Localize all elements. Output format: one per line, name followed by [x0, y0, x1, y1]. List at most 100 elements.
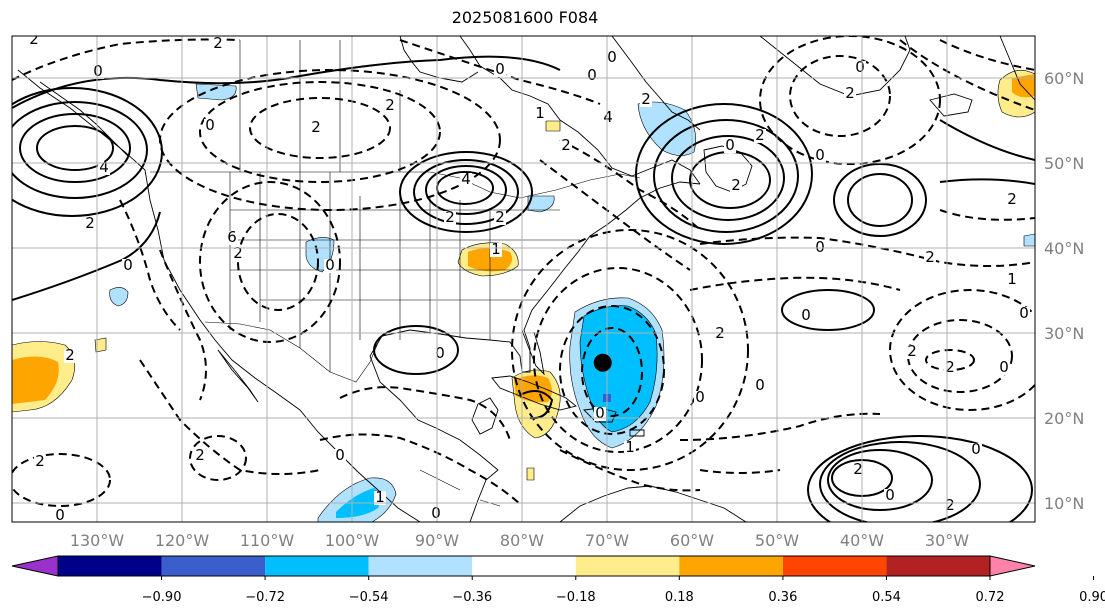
- contour-label: 2: [925, 248, 935, 266]
- hudson-bay: [399, 36, 479, 83]
- negative-field-atlantic-core: [579, 305, 658, 433]
- contour-solid-newfoundland-4: [635, 103, 813, 245]
- colorbar-segment: [368, 556, 473, 576]
- contour-label-bg: [970, 443, 982, 457]
- contour-dashed-plains-1: [237, 213, 319, 311]
- colorbar-outline: [57, 555, 991, 577]
- contour-label-bg: [906, 345, 918, 359]
- contour-label-bg: [122, 259, 134, 273]
- colorbar-tick-label: −0.36: [452, 590, 492, 605]
- colorbar-tick-label: −0.18: [556, 590, 596, 605]
- contour-label: 0: [607, 48, 617, 66]
- contour-label-bg: [226, 231, 238, 245]
- colorbar-arrow-min: [11, 555, 59, 577]
- contour-dashed-canada-3: [159, 69, 501, 211]
- contour-dashed-east-pacific: [12, 453, 111, 507]
- colorbar-segment: [886, 556, 990, 576]
- contour-label-bg: [490, 243, 502, 257]
- contour-dashed-labrador-2: [759, 36, 941, 165]
- contour-label: 2: [755, 126, 765, 144]
- contour-label-bg: [1006, 273, 1018, 287]
- colorbar-segment: [161, 556, 266, 576]
- positive-core-cuba: [514, 375, 552, 403]
- contour-label: 0: [325, 256, 335, 274]
- colorbar-arrow-max: [989, 555, 1036, 577]
- colorbar-segment: [575, 556, 680, 576]
- contour-label-bg: [494, 63, 506, 77]
- contour-label-bg: [694, 391, 706, 405]
- contour-solid-pacific-3: [12, 101, 148, 199]
- positive-core-northeast-atlantic: [1012, 74, 1035, 98]
- contour-dashed-mid-atlantic-2: [699, 236, 1035, 267]
- contour-label-bg: [374, 491, 386, 505]
- contour-label-bg: [28, 36, 40, 47]
- contour-label-bg: [1018, 307, 1030, 321]
- contour-solid-zero-atlantic-north: [939, 119, 1035, 161]
- canada-province-lines: [239, 40, 401, 172]
- contour-dashed-storm-1: [581, 327, 643, 417]
- lon-tick-label: 110°W: [240, 531, 295, 550]
- contour-dashed-west-coast-2: [119, 199, 181, 331]
- contour-label: 0: [1019, 304, 1029, 322]
- contour-label: 4: [461, 170, 471, 188]
- colorbar-tick-label: −0.90: [142, 590, 182, 605]
- lon-tick-label: 40°W: [840, 531, 884, 550]
- positive-small-mexico-coast: [94, 337, 107, 353]
- colorbar-segment: [265, 556, 369, 576]
- colorbar: [11, 555, 1095, 580]
- contour-label-bg: [754, 379, 766, 393]
- contour-label: 2: [213, 34, 223, 52]
- lat-tick-label: 40°N: [1044, 239, 1084, 258]
- contour-label-bg: [854, 61, 866, 75]
- contour-label-bg: [814, 149, 826, 163]
- colorbar-tick-label: 0.72: [976, 590, 1005, 605]
- contour-dashed-central-america: [319, 433, 521, 505]
- negative-small-great-lakes: [527, 195, 555, 213]
- lon-tick-label: 70°W: [585, 531, 629, 550]
- contour-solid-cuba-small: [519, 390, 554, 420]
- contour-dashed-storm-3: [533, 267, 703, 453]
- contour-label-bg: [98, 161, 110, 175]
- contour-label: 0: [855, 58, 865, 76]
- contour-dashed-gulf-stream: [559, 139, 701, 231]
- contour-label-bg: [714, 327, 726, 341]
- colorbar-segment: [472, 556, 576, 576]
- europe-coast: [999, 36, 1035, 101]
- colorbar-segment: [58, 556, 162, 576]
- contour-dashed-north-pacific: [12, 38, 241, 81]
- contour-label: 1: [535, 104, 545, 122]
- contour-dashed-mid-atlantic: [689, 276, 901, 291]
- contour-label: 2: [65, 346, 75, 364]
- contour-label: 0: [695, 388, 705, 406]
- contour-label: 0: [595, 404, 605, 422]
- contour-label: 2: [945, 358, 955, 376]
- us-canada-border: [150, 171, 641, 199]
- contour-solid-zero-north: [12, 55, 561, 109]
- contour-label: 2: [907, 342, 917, 360]
- colorbar-tick-label: −0.54: [349, 590, 389, 605]
- contour-solid-lakes-2: [425, 165, 507, 215]
- contour-dashed-north-canada: [399, 39, 601, 105]
- colorbar-tick-label: 0.36: [768, 590, 797, 605]
- contour-label: 2: [561, 136, 571, 154]
- contour-dashed-atlantic-south: [679, 412, 881, 441]
- contour-label: 0: [971, 440, 981, 458]
- contour-label: 0: [815, 238, 825, 256]
- lon-tick-label: 80°W: [500, 531, 544, 550]
- contour-solid-azores-2: [833, 163, 927, 237]
- canada-east-coast: [459, 36, 701, 185]
- contour-label: 2: [445, 208, 455, 226]
- baja: [217, 349, 259, 403]
- contour-label-bg: [310, 121, 322, 135]
- us-mexico-border: [204, 321, 381, 383]
- contour-label: 0: [725, 136, 735, 154]
- contour-label: 0: [885, 486, 895, 504]
- contour-label-bg: [998, 361, 1010, 375]
- contour-label-bg: [194, 449, 206, 463]
- lon-tick-label: 30°W: [925, 531, 969, 550]
- contour-label-bg: [924, 251, 936, 265]
- contour-label: 0: [123, 256, 133, 274]
- latitude-tick-labels: 60°N 50°N 40°N 30°N 20°N 10°N: [1044, 69, 1084, 513]
- colorbar-tick-label: 0.54: [872, 590, 901, 605]
